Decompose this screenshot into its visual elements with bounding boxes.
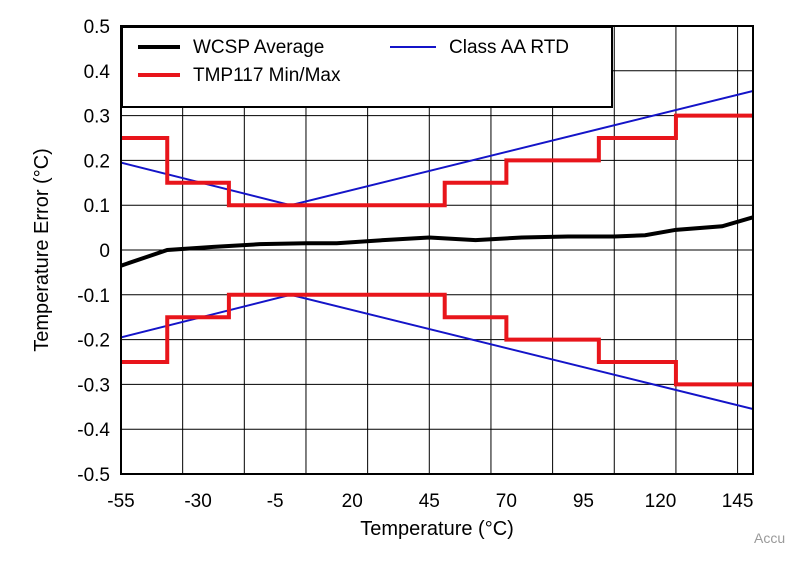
y-tick-label: -0.5: [77, 465, 110, 486]
y-tick-label: -0.4: [77, 420, 110, 441]
y-tick-label: 0.5: [84, 17, 110, 38]
legend-label-1: Class AA RTD: [449, 37, 569, 58]
x-tick-label: -30: [184, 491, 211, 512]
y-tick-labels: -0.5 -0.4 -0.3 -0.2 -0.1 0 0.1 0.2 0.3 0.4 0.5: [77, 17, 110, 486]
series-line-2: [121, 293, 753, 411]
series-line-3: [121, 113, 753, 208]
y-tick-label: 0.1: [84, 196, 110, 217]
y-axis-title: Temperature Error (°C): [31, 148, 53, 352]
series-line-0: [121, 215, 753, 268]
x-axis-title: Temperature (°C): [360, 518, 514, 540]
legend-label-0: WCSP Average: [193, 37, 324, 58]
series-line-4: [121, 292, 753, 387]
x-tick-label: 145: [722, 491, 754, 512]
x-tick-label: -55: [107, 491, 134, 512]
x-tick-label: 70: [496, 491, 517, 512]
y-tick-label: -0.1: [77, 286, 110, 307]
y-tick-label: 0.3: [84, 107, 110, 128]
legend-box: [121, 26, 613, 108]
x-tick-label: 20: [342, 491, 363, 512]
legend: WCSP Average Class AA RTD TMP117 Min/Max: [121, 26, 613, 108]
x-tick-label: 45: [419, 491, 440, 512]
legend-label-2: TMP117 Min/Max: [193, 65, 341, 86]
y-tick-label: 0: [99, 241, 110, 262]
x-tick-label: -5: [267, 491, 284, 512]
x-tick-labels: -55 -30 -5 20 45 70 95 120 145: [107, 491, 753, 512]
y-tick-label: 0.2: [84, 151, 110, 172]
x-tick-label: 120: [645, 491, 677, 512]
y-tick-label: -0.2: [77, 331, 110, 352]
series-layer: [121, 89, 753, 411]
y-tick-label: -0.3: [77, 375, 110, 396]
y-tick-label: 0.4: [84, 62, 111, 83]
series-line-1: [121, 89, 753, 207]
watermark-text: Accu: [754, 530, 786, 546]
x-tick-label: 95: [573, 491, 594, 512]
